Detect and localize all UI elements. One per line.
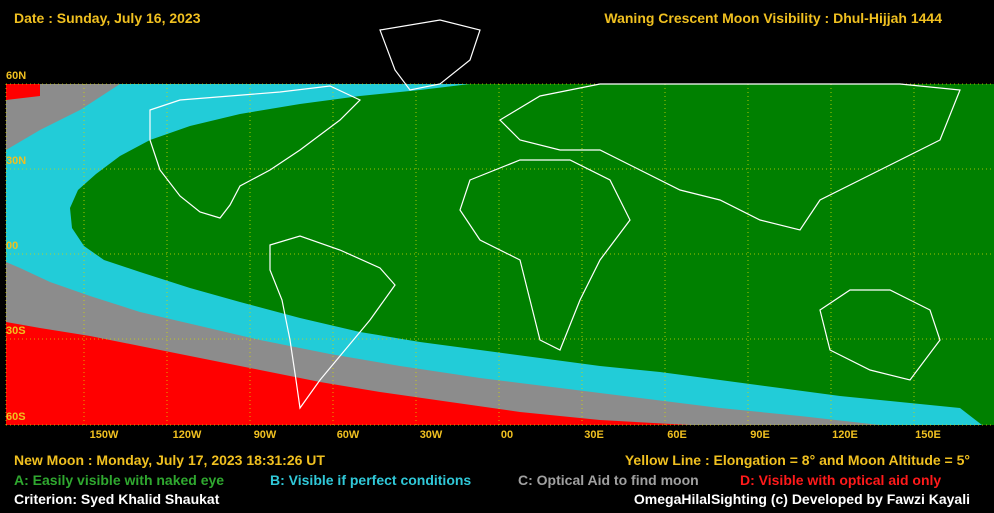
map-grid [5,83,994,426]
africa-coast [459,159,631,351]
lat-label-30n: 30N [6,155,27,167]
new-moon-label: New Moon : Monday, July 17, 2023 18:31:2… [14,452,325,468]
lon-label-30e: 30E [584,429,604,441]
lat-label-60n: 60N [6,70,27,82]
lon-label-90e: 90E [750,429,770,441]
lon-label-150e: 150E [915,429,941,441]
australia-coast [819,289,941,381]
lon-label-150w: 150W [89,429,119,441]
legend-a: A: Easily visible with naked eye [14,472,225,488]
lat-label-30s: 30S [6,325,26,337]
lon-label-60w: 60W [336,429,360,441]
lon-label-30w: 30W [419,429,443,441]
eurasia-coast [499,83,961,231]
lon-label-120w: 120W [172,429,202,441]
lon-label-120e: 120E [832,429,858,441]
south-america-coast [269,235,396,410]
greenland-coast [379,19,481,91]
coastlines [149,19,961,410]
credit-label: OmegaHilalSighting (c) Developed by Fawz… [633,491,970,507]
legend-c: C: Optical Aid to find moon [518,472,699,488]
legend-d: D: Visible with optical aid only [740,472,942,488]
lon-label-90w: 90W [253,429,277,441]
criterion-label: Criterion: Syed Khalid Shaukat [14,491,220,507]
yellow-line-label: Yellow Line : Elongation = 8° and Moon A… [624,452,970,468]
lon-label-00: 00 [500,429,514,441]
map-title: Waning Crescent Moon Visibility : Dhul-H… [604,10,942,26]
north-america-coast [149,85,362,219]
date-label: Date : Sunday, July 16, 2023 [14,10,201,26]
lat-label-60s: 60S [6,411,26,423]
lon-label-60e: 60E [667,429,687,441]
legend-b: B: Visible if perfect conditions [270,472,472,488]
visibility-zones [6,84,994,425]
lat-label-00: 00 [6,240,19,252]
